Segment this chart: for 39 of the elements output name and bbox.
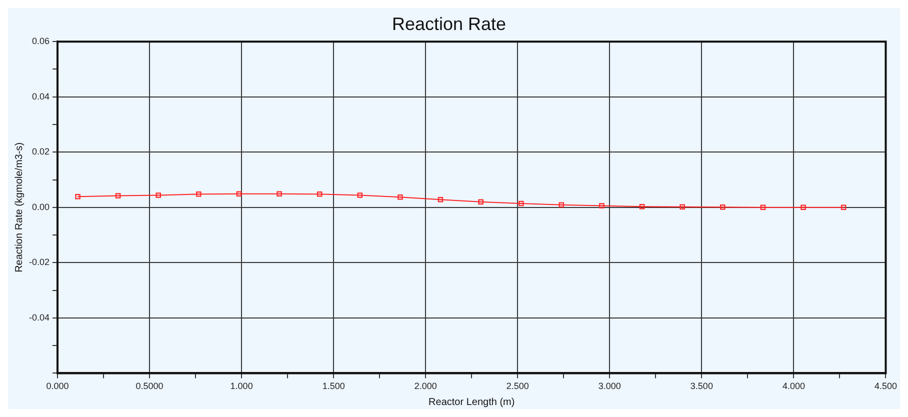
point	[438, 197, 444, 202]
point	[558, 202, 564, 208]
point	[639, 204, 645, 210]
x-tick-label: 2.000	[414, 381, 437, 392]
point	[156, 192, 161, 198]
y-tick-label: 0.06	[32, 36, 50, 46]
point	[478, 199, 484, 204]
x-tick-label: 0.000	[46, 381, 69, 392]
x-tick-label: 2.500	[506, 381, 529, 392]
point	[75, 194, 80, 200]
y-tick-label: 0.04	[32, 91, 50, 102]
point	[720, 204, 726, 210]
x-tick-label: 4.000	[782, 381, 805, 392]
point	[840, 204, 846, 210]
point	[276, 191, 282, 196]
x-tick-label: 3.000	[598, 381, 621, 392]
y-tick-label: -0.04	[29, 312, 50, 322]
point	[599, 203, 604, 208]
point	[357, 192, 363, 198]
chart-title: Reaction Rate	[392, 14, 506, 34]
y-axis-title: Reaction Rate (kgmole/m3-s)	[14, 142, 25, 272]
point	[518, 200, 524, 206]
x-tick-label: 4.500	[874, 381, 898, 392]
point	[800, 204, 806, 210]
x-tick-label: 1.000	[230, 381, 253, 392]
x-tick-label: 3.500	[690, 381, 713, 392]
x-axis-title: Reactor Length (m)	[428, 396, 515, 408]
point	[680, 204, 685, 210]
x-tick-label: 1.500	[322, 381, 345, 392]
point	[398, 194, 403, 200]
y-tick-label: -0.02	[29, 257, 50, 268]
point	[236, 191, 242, 196]
point	[196, 192, 202, 197]
x-tick-label: 0.5000	[136, 381, 164, 392]
point	[115, 193, 121, 198]
point	[316, 192, 322, 197]
y-tick-label: 0.02	[32, 146, 50, 157]
y-tick-label: 0.00	[32, 202, 50, 212]
point	[760, 204, 766, 210]
